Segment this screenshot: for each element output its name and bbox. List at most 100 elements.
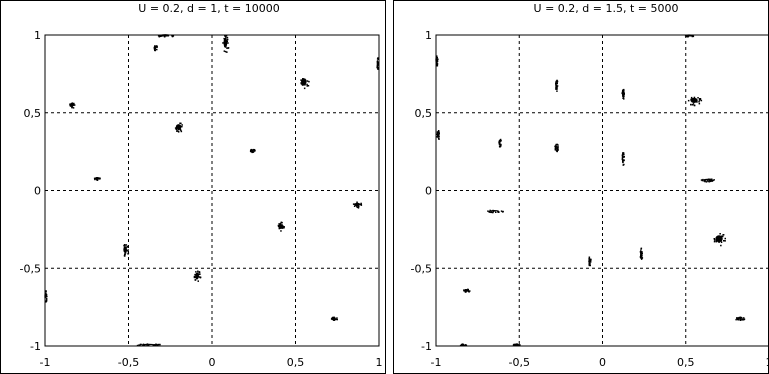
data-point	[556, 148, 559, 151]
data-point	[332, 318, 335, 321]
data-point	[640, 254, 642, 257]
data-point	[499, 145, 502, 148]
data-point	[437, 131, 439, 134]
y-tick-label: 0,5	[415, 107, 433, 120]
data-point	[622, 152, 625, 154]
data-point	[739, 318, 742, 320]
data-point	[689, 35, 692, 37]
data-point	[71, 102, 74, 104]
data-point	[96, 179, 98, 181]
data-point	[691, 104, 694, 106]
data-point	[252, 151, 254, 153]
data-point	[556, 80, 558, 82]
data-point	[123, 245, 125, 247]
data-point	[147, 345, 150, 347]
data-point	[436, 59, 438, 62]
data-point	[495, 211, 497, 213]
data-point	[175, 127, 178, 129]
data-point	[709, 180, 712, 183]
data-point	[300, 79, 302, 81]
data-point	[125, 244, 128, 246]
data-point	[490, 211, 492, 214]
data-point	[640, 257, 642, 259]
data-point	[353, 203, 356, 205]
data-point	[686, 36, 689, 38]
data-point	[197, 272, 199, 275]
data-point	[305, 79, 307, 82]
data-point	[589, 260, 592, 262]
data-point	[700, 99, 703, 102]
data-point	[159, 35, 161, 37]
x-tick-label: 0	[209, 356, 216, 369]
data-point	[498, 142, 501, 145]
data-point	[127, 252, 130, 254]
data-point	[436, 63, 439, 65]
data-point	[724, 240, 726, 242]
data-point	[300, 82, 303, 85]
data-point	[303, 87, 306, 90]
data-point	[225, 42, 228, 45]
data-point	[377, 61, 379, 64]
point-cluster	[687, 96, 703, 107]
data-point	[500, 210, 503, 212]
data-point	[45, 295, 47, 297]
data-point	[124, 244, 126, 246]
data-point	[45, 290, 47, 292]
data-point	[226, 40, 228, 42]
data-point	[698, 101, 700, 103]
scatter-chart-right: U = 0.2, d = 1.5, t = 5000 -1 -0,5 0 0,5 1 1 0…	[393, 0, 769, 374]
point-cluster	[93, 177, 101, 181]
data-point	[45, 293, 48, 296]
data-point	[468, 290, 470, 292]
data-point	[641, 257, 643, 259]
data-point	[377, 68, 380, 70]
data-point	[225, 35, 227, 38]
data-point	[157, 345, 159, 347]
y-tick-label: -0,5	[20, 262, 41, 275]
point-cluster	[174, 122, 183, 133]
point-cluster	[277, 221, 285, 232]
data-point	[158, 35, 160, 38]
data-point	[556, 85, 559, 87]
data-point	[556, 81, 559, 83]
data-point	[199, 276, 202, 279]
point-cluster	[487, 209, 504, 214]
data-point	[720, 241, 723, 243]
data-point	[702, 178, 704, 181]
data-point	[557, 146, 559, 148]
data-point	[179, 128, 182, 130]
data-point	[181, 125, 183, 128]
data-point	[589, 261, 592, 263]
point-cluster	[459, 343, 468, 347]
data-point	[356, 203, 359, 205]
data-point	[515, 343, 517, 346]
data-point	[199, 273, 201, 275]
data-point	[737, 318, 739, 321]
y-tick-label: 0	[34, 185, 41, 198]
point-cluster	[700, 178, 715, 183]
data-point	[641, 251, 643, 254]
data-point	[278, 223, 280, 225]
data-point	[709, 178, 711, 181]
data-point	[251, 150, 254, 152]
data-point	[146, 343, 149, 345]
data-point	[712, 179, 714, 182]
y-tick-label: -1	[30, 340, 41, 353]
data-point	[623, 93, 625, 96]
data-point	[71, 106, 73, 109]
data-point	[715, 240, 718, 242]
data-point	[640, 258, 643, 260]
data-point	[335, 318, 337, 320]
data-point	[165, 35, 167, 37]
data-point	[715, 238, 718, 240]
data-point	[621, 156, 624, 159]
data-point	[171, 35, 174, 38]
point-cluster	[376, 57, 380, 70]
data-point	[555, 86, 558, 89]
y-tick-label: 1	[425, 29, 432, 42]
data-point	[225, 41, 227, 44]
data-point	[174, 127, 177, 129]
data-point	[720, 244, 722, 247]
data-point	[45, 296, 47, 299]
data-point	[554, 146, 557, 149]
